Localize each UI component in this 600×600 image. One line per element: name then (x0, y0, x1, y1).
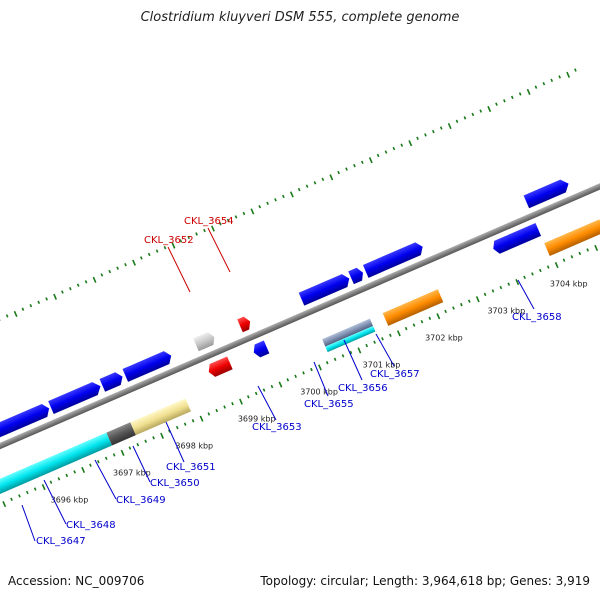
genome-summary: Topology: circular; Length: 3,964,618 bp… (260, 574, 590, 588)
callout-line (375, 333, 395, 367)
gene-label-ckl-3657[interactable]: CKL_3657 (370, 369, 420, 380)
callout-line (313, 361, 329, 397)
kbp-label: 3704 kbp (550, 279, 588, 288)
gene-arrow-ckl-3656[interactable] (348, 266, 365, 285)
kbp-label: 3699 kbp (238, 415, 276, 424)
kbp-label: 3696 kbp (51, 496, 89, 505)
feature-bar-gray (106, 422, 136, 446)
feature-bar-cyan-2 (325, 325, 376, 353)
kbp-label: 3700 kbp (300, 388, 338, 397)
gene-label-ckl-3648[interactable]: CKL_3648 (66, 520, 116, 531)
callout-line (207, 227, 231, 273)
kbp-label: 3702 kbp (425, 334, 463, 343)
gene-arrow-ckl-3652-rev[interactable] (206, 356, 233, 378)
gene-arrow-ckl-3650[interactable] (99, 370, 126, 392)
feature-bar-orange-2 (544, 219, 600, 257)
callout-line (132, 445, 151, 483)
gene-arrow-ckl-3653[interactable] (251, 340, 270, 359)
feature-bar-orange (382, 289, 444, 326)
callout-line (167, 246, 191, 293)
inner-scale-ticks (2, 244, 599, 508)
gene-label-ckl-3647[interactable]: CKL_3647 (36, 536, 86, 547)
kbp-label: 3703 kbp (487, 307, 525, 316)
callout-line (343, 339, 363, 381)
gene-label-ckl-3649[interactable]: CKL_3649 (116, 495, 166, 506)
gene-arrow-ckl-3651[interactable] (122, 349, 174, 382)
feature-bar-yellow (130, 398, 191, 436)
kbp-label: 3701 kbp (363, 361, 401, 370)
genome-backbone (0, 173, 600, 457)
gene-label-ckl-3656[interactable]: CKL_3656 (338, 383, 388, 394)
callout-line (94, 459, 117, 500)
gene-label-ckl-3655[interactable]: CKL_3655 (304, 399, 354, 410)
callout-line (165, 421, 185, 463)
callout-line (517, 279, 535, 310)
gene-label-ckl-3653[interactable]: CKL_3653 (252, 422, 302, 433)
callout-line (257, 385, 277, 421)
gene-label-ckl-3658[interactable]: CKL_3658 (512, 312, 562, 323)
gene-arrow-ckl-3648[interactable] (0, 402, 52, 449)
gene-arrow-ckl-3658-rev[interactable] (491, 222, 542, 255)
gene-arrow-ckl-3652[interactable] (193, 330, 217, 352)
gene-arrow-ckl-3657[interactable] (362, 240, 425, 278)
gene-arrow-ckl-3654[interactable] (237, 315, 253, 333)
gene-label-ckl-3652[interactable]: CKL_3652 (144, 235, 194, 246)
kbp-label: 3698 kbp (175, 442, 213, 451)
gene-label-ckl-3651[interactable]: CKL_3651 (166, 462, 216, 473)
outer-scale-ticks (0, 68, 577, 322)
callout-line (21, 504, 36, 542)
gene-arrow-ckl-3655[interactable] (298, 272, 352, 306)
map-title: Clostridium kluyveri DSM 555, complete g… (140, 10, 460, 25)
callout-line (43, 479, 67, 525)
kbp-label: 3697 kbp (113, 469, 151, 478)
gene-label-ckl-3654[interactable]: CKL_3654 (184, 216, 234, 227)
feature-bar-slate (322, 318, 374, 347)
gene-arrow-ckl-3649[interactable] (48, 380, 103, 415)
gene-arrow-ckl-3658[interactable] (523, 177, 572, 209)
accession-label: Accession: NC_009706 (8, 574, 145, 588)
gene-callouts: CKL_3647 CKL_3648 CKL_3649 CKL_3650 CKL_3651… (21, 216, 562, 547)
gene-label-ckl-3650[interactable]: CKL_3650 (150, 478, 200, 489)
feature-bar-cyan (0, 432, 113, 496)
